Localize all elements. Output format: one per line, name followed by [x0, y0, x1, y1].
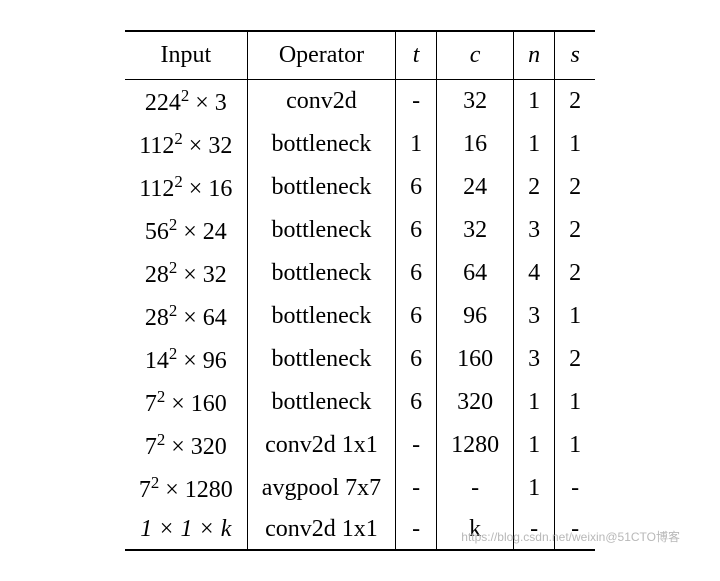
cell-operator: conv2d 1x1	[247, 510, 395, 550]
cell-c: 160	[437, 338, 514, 381]
cell-n: 1	[514, 381, 555, 424]
table-row: 2242 × 3conv2d-3212	[125, 80, 595, 124]
cell-input: 562 × 24	[125, 209, 247, 252]
cell-s: 2	[555, 252, 596, 295]
cell-t: 6	[396, 381, 437, 424]
cell-t: 6	[396, 295, 437, 338]
cell-s: 1	[555, 123, 596, 166]
cell-t: 6	[396, 166, 437, 209]
cell-t: 6	[396, 252, 437, 295]
cell-input: 72 × 1280	[125, 467, 247, 510]
cell-t: -	[396, 424, 437, 467]
cell-c: 96	[437, 295, 514, 338]
cell-s: -	[555, 467, 596, 510]
cell-input: 282 × 32	[125, 252, 247, 295]
cell-c: 32	[437, 209, 514, 252]
header-s: s	[555, 31, 596, 80]
cell-c: 1280	[437, 424, 514, 467]
cell-input: 282 × 64	[125, 295, 247, 338]
cell-c: 32	[437, 80, 514, 124]
cell-n: 3	[514, 338, 555, 381]
cell-t: 6	[396, 338, 437, 381]
header-operator: Operator	[247, 31, 395, 80]
cell-operator: avgpool 7x7	[247, 467, 395, 510]
cell-c: -	[437, 467, 514, 510]
header-c: c	[437, 31, 514, 80]
cell-s: 2	[555, 166, 596, 209]
cell-s: 1	[555, 381, 596, 424]
cell-input: 142 × 96	[125, 338, 247, 381]
watermark-text: https://blog.csdn.net/weixin@51CTO博客	[461, 528, 680, 545]
cell-n: 3	[514, 209, 555, 252]
table-header-row: Input Operator t c n s	[125, 31, 595, 80]
cell-input: 2242 × 3	[125, 80, 247, 124]
cell-c: 24	[437, 166, 514, 209]
table-row: 72 × 320conv2d 1x1-128011	[125, 424, 595, 467]
cell-input: 72 × 320	[125, 424, 247, 467]
cell-operator: conv2d	[247, 80, 395, 124]
cell-input: 1122 × 16	[125, 166, 247, 209]
cell-t: -	[396, 80, 437, 124]
cell-t: 1	[396, 123, 437, 166]
cell-c: 16	[437, 123, 514, 166]
cell-n: 2	[514, 166, 555, 209]
cell-n: 4	[514, 252, 555, 295]
table-row: 282 × 64bottleneck69631	[125, 295, 595, 338]
architecture-table: Input Operator t c n s 2242 × 3conv2d-32…	[125, 30, 595, 551]
header-t: t	[396, 31, 437, 80]
cell-operator: bottleneck	[247, 295, 395, 338]
cell-input: 1122 × 32	[125, 123, 247, 166]
header-input: Input	[125, 31, 247, 80]
table-row: 1122 × 16bottleneck62422	[125, 166, 595, 209]
cell-operator: bottleneck	[247, 123, 395, 166]
cell-n: 1	[514, 123, 555, 166]
cell-input: 72 × 160	[125, 381, 247, 424]
cell-n: 1	[514, 467, 555, 510]
table-row: 282 × 32bottleneck66442	[125, 252, 595, 295]
cell-operator: bottleneck	[247, 209, 395, 252]
cell-s: 1	[555, 295, 596, 338]
cell-n: 3	[514, 295, 555, 338]
cell-c: 64	[437, 252, 514, 295]
cell-c: 320	[437, 381, 514, 424]
cell-operator: conv2d 1x1	[247, 424, 395, 467]
table-row: 72 × 160bottleneck632011	[125, 381, 595, 424]
cell-n: 1	[514, 424, 555, 467]
cell-t: 6	[396, 209, 437, 252]
cell-n: 1	[514, 80, 555, 124]
header-n: n	[514, 31, 555, 80]
cell-s: 2	[555, 209, 596, 252]
cell-s: 2	[555, 80, 596, 124]
table-body: 2242 × 3conv2d-32121122 × 32bottleneck11…	[125, 80, 595, 551]
cell-operator: bottleneck	[247, 338, 395, 381]
table-row: 562 × 24bottleneck63232	[125, 209, 595, 252]
cell-operator: bottleneck	[247, 166, 395, 209]
cell-input: 1 × 1 × k	[125, 510, 247, 550]
cell-operator: bottleneck	[247, 252, 395, 295]
cell-s: 1	[555, 424, 596, 467]
cell-t: -	[396, 467, 437, 510]
cell-s: 2	[555, 338, 596, 381]
table-row: 1122 × 32bottleneck11611	[125, 123, 595, 166]
table-row: 72 × 1280avgpool 7x7--1-	[125, 467, 595, 510]
cell-operator: bottleneck	[247, 381, 395, 424]
cell-t: -	[396, 510, 437, 550]
table-row: 142 × 96bottleneck616032	[125, 338, 595, 381]
